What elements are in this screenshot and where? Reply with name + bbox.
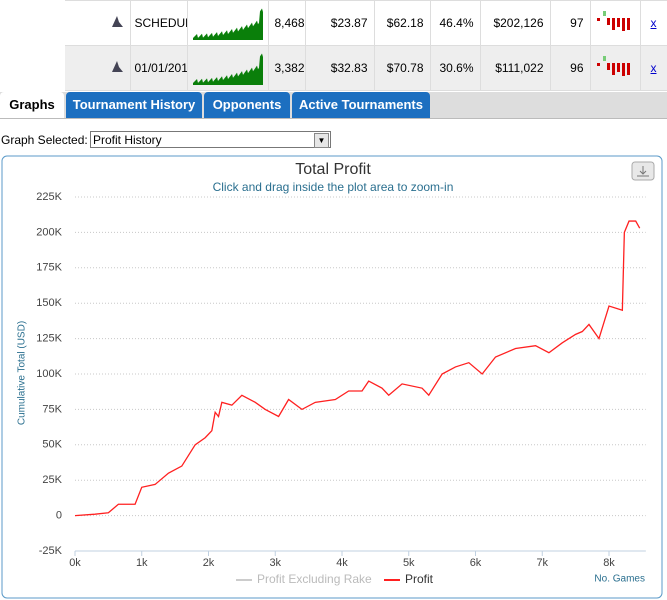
sparkline bbox=[192, 52, 263, 85]
y-tick-label: 100K bbox=[36, 368, 62, 380]
remove-cell: x bbox=[639, 0, 667, 46]
recent-results bbox=[597, 10, 630, 31]
y-tick-label: 150K bbox=[36, 297, 62, 309]
table-row: SCHEDUL 8,468 $23.87 $62.18 46.4% $202,126 97 x bbox=[65, 0, 667, 46]
y-axis-title: Cumulative Total (USD) bbox=[17, 321, 28, 425]
remove-link[interactable]: x bbox=[650, 16, 657, 30]
tab[interactable]: Opponents bbox=[204, 92, 290, 118]
stat-cell: $111,022 bbox=[479, 45, 551, 91]
tab[interactable]: Tournament History bbox=[66, 92, 202, 118]
x-tick-label: 6k bbox=[470, 557, 482, 569]
stat-cell: 8,468 bbox=[267, 0, 306, 46]
form-cell bbox=[589, 0, 641, 46]
sparkline-cell bbox=[186, 0, 269, 46]
stat-cell: $202,126 bbox=[479, 0, 551, 46]
stat-cell: 97 bbox=[549, 0, 591, 46]
stat-cell: $32.83 bbox=[304, 45, 375, 91]
x-tick-label: 3k bbox=[269, 557, 281, 569]
shark-icon bbox=[111, 60, 123, 72]
chart-subtitle: Click and drag inside the plot area to z… bbox=[213, 180, 454, 194]
tab[interactable]: Active Tournaments bbox=[292, 92, 430, 118]
stat-cell: 96 bbox=[549, 45, 591, 91]
icon-cell bbox=[65, 0, 131, 46]
recent-results bbox=[597, 55, 630, 76]
y-tick-label: 75K bbox=[42, 403, 62, 415]
dropdown-arrow[interactable]: ▼ bbox=[314, 133, 329, 148]
form-cell bbox=[589, 45, 641, 91]
tab[interactable]: Graphs bbox=[0, 92, 64, 118]
tournament-table: SCHEDUL 8,468 $23.87 $62.18 46.4% $202,126 97 x… bbox=[65, 0, 667, 91]
x-axis-title: No. Games bbox=[594, 574, 645, 585]
remove-link[interactable]: x bbox=[650, 61, 657, 75]
download-button[interactable] bbox=[631, 161, 655, 181]
x-tick-label: 2k bbox=[203, 557, 215, 569]
sparkline-cell bbox=[186, 45, 269, 91]
legend-label[interactable]: Profit bbox=[405, 572, 434, 586]
stat-cell: $23.87 bbox=[304, 0, 375, 46]
graph-selector[interactable]: Profit History ▼ bbox=[90, 131, 331, 148]
stat-cell: 3,382 bbox=[267, 45, 306, 91]
selector-label: Graph Selected: bbox=[1, 133, 88, 147]
stat-cell: 46.4% bbox=[429, 0, 481, 46]
y-tick-label: 50K bbox=[42, 439, 62, 451]
icon-cell bbox=[65, 45, 131, 91]
chart-frame bbox=[1, 155, 663, 599]
x-tick-label: 1k bbox=[136, 557, 148, 569]
x-tick-label: 7k bbox=[536, 557, 548, 569]
stat-cell: $70.78 bbox=[373, 45, 431, 91]
stat-cell: $62.18 bbox=[373, 0, 431, 46]
profit-line bbox=[74, 220, 641, 517]
selector-value: Profit History bbox=[93, 133, 162, 147]
table-row: 01/01/201 3,382 $32.83 $70.78 30.6% $111,022 9… bbox=[65, 45, 667, 91]
y-tick-label: 125K bbox=[36, 333, 62, 345]
stat-cell: 30.6% bbox=[429, 45, 481, 91]
y-tick-label: 25K bbox=[42, 474, 62, 486]
remove-cell: x bbox=[639, 45, 667, 91]
x-tick-label: 0k bbox=[69, 557, 81, 569]
chart-title: Total Profit bbox=[295, 161, 371, 178]
chart: Total Profit Click and drag inside the p… bbox=[1, 155, 663, 599]
y-tick-label: 225K bbox=[36, 191, 62, 203]
y-tick-label: 175K bbox=[36, 262, 62, 274]
x-tick-label: 4k bbox=[336, 557, 348, 569]
y-tick-label: -25K bbox=[39, 545, 63, 557]
x-tick-label: 5k bbox=[403, 557, 415, 569]
sparkline bbox=[192, 7, 263, 40]
name-cell: SCHEDUL bbox=[129, 0, 188, 46]
y-tick-label: 0 bbox=[56, 510, 62, 522]
shark-icon bbox=[111, 15, 123, 27]
legend-label[interactable]: Profit Excluding Rake bbox=[257, 572, 372, 586]
y-tick-label: 200K bbox=[36, 226, 62, 238]
tab-bar: Graphs Tournament History Opponents Active … bbox=[0, 92, 667, 119]
name-cell: 01/01/201 bbox=[129, 45, 188, 91]
x-tick-label: 8k bbox=[603, 557, 615, 569]
